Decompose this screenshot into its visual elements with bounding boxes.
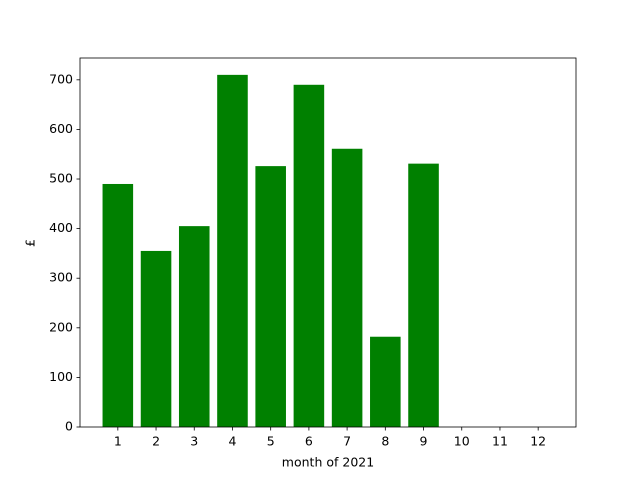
- y-tick-label: 500: [49, 171, 73, 186]
- x-tick-label: 8: [381, 434, 389, 449]
- x-tick-label: 1: [114, 434, 122, 449]
- y-tick-label: 100: [49, 369, 73, 384]
- x-tick-label: 2: [152, 434, 160, 449]
- y-tick-label: 400: [49, 220, 73, 235]
- bar: [370, 336, 401, 427]
- x-tick-label: 7: [343, 434, 351, 449]
- y-tick-label: 300: [49, 270, 73, 285]
- x-axis-label: month of 2021: [282, 455, 374, 470]
- x-tick-label: 11: [492, 434, 508, 449]
- x-tick-label: 6: [305, 434, 313, 449]
- bar: [293, 84, 325, 427]
- y-tick-label: 200: [49, 319, 73, 334]
- x-tick-label: 4: [228, 434, 236, 449]
- y-tick-label: 700: [49, 71, 73, 86]
- x-tick-label: 12: [530, 434, 546, 449]
- y-axis-label: £: [23, 239, 38, 247]
- x-tick-label: 10: [454, 434, 470, 449]
- bar: [408, 163, 439, 428]
- x-tick-label: 5: [267, 434, 275, 449]
- bar: [178, 226, 210, 427]
- bar: [102, 183, 134, 427]
- bar: [217, 74, 248, 427]
- x-tick-label: 9: [420, 434, 428, 449]
- y-tick-label: 0: [65, 419, 73, 434]
- y-tick-label: 600: [49, 121, 73, 136]
- bar: [331, 148, 363, 428]
- bar: [255, 166, 286, 427]
- bar: [140, 250, 172, 427]
- plot-frame: [79, 57, 577, 428]
- x-tick-label: 3: [190, 434, 198, 449]
